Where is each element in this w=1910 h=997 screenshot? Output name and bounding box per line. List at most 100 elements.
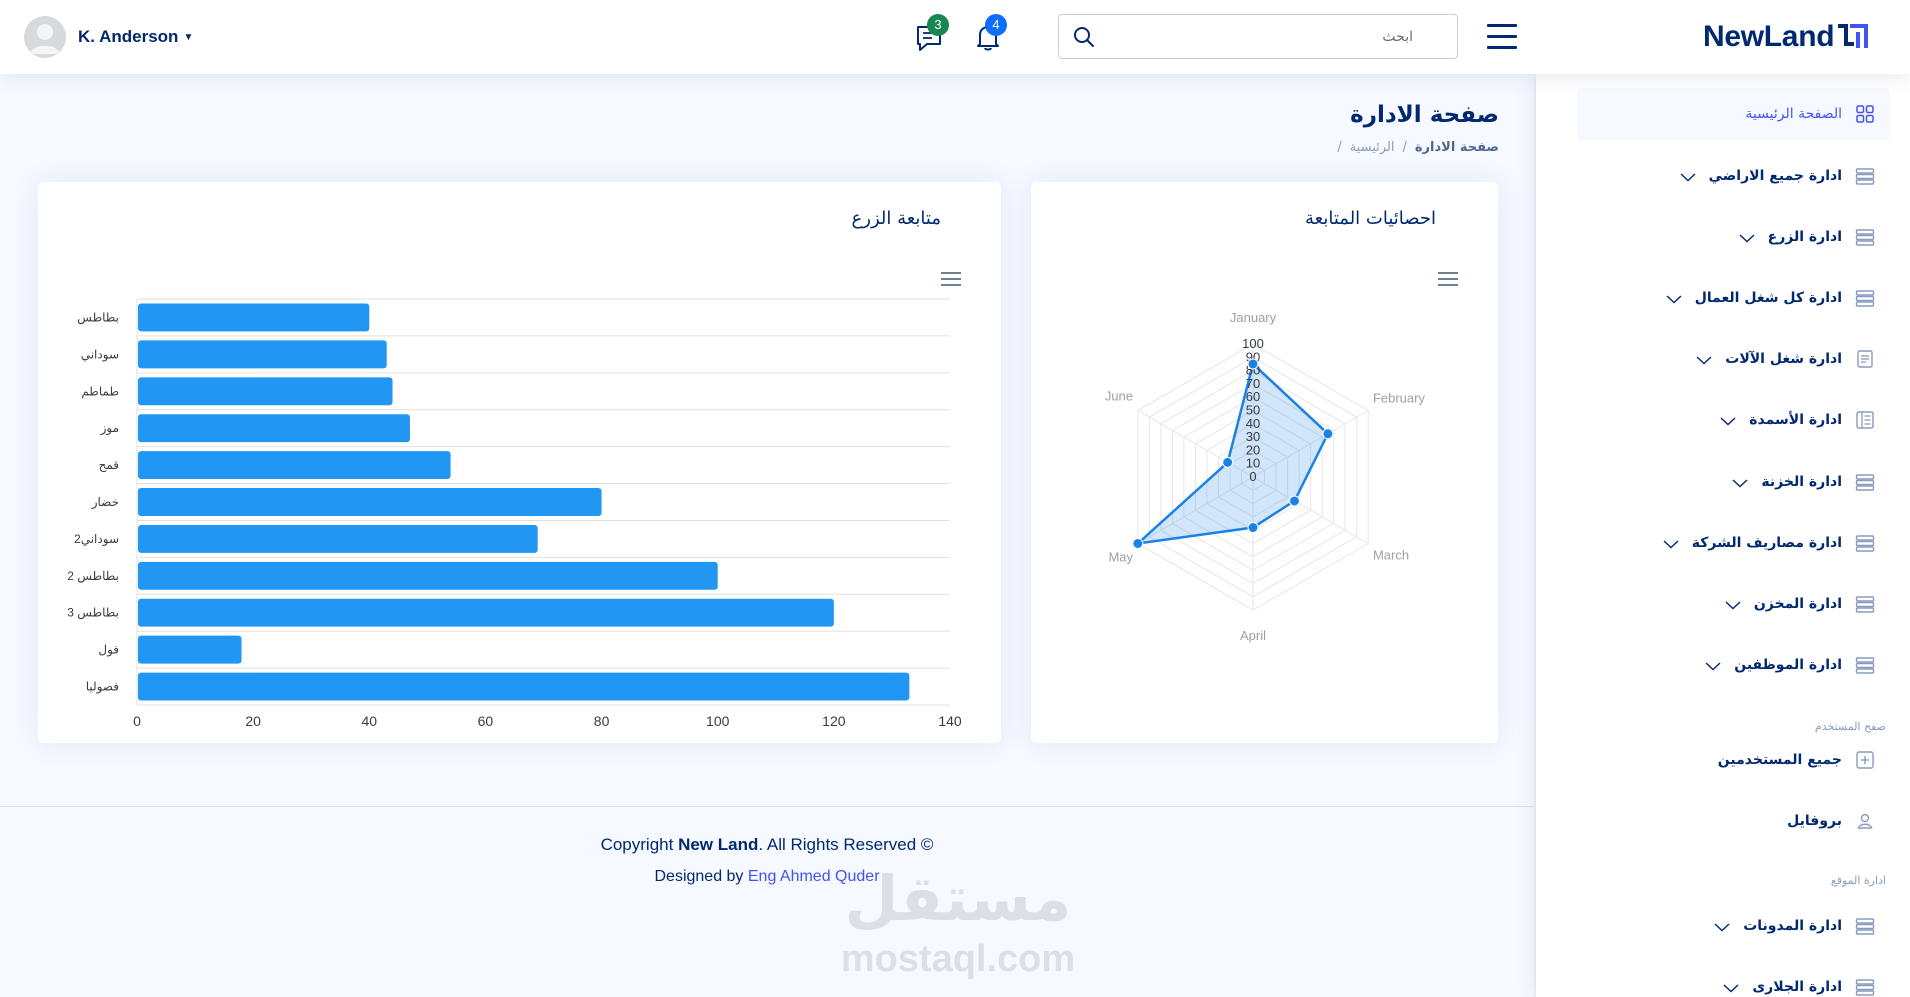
bar[interactable] (138, 451, 451, 480)
radar-category-label: June (1105, 389, 1133, 404)
breadcrumb: صفحة الادارة / الرئيسية / (1337, 140, 1499, 155)
radar-tick-label: 30 (1246, 429, 1260, 444)
x-tick-label: 80 (594, 713, 610, 729)
breadcrumb-separator: / (1402, 140, 1407, 155)
radar-tick-label: 20 (1246, 442, 1260, 457)
user-menu[interactable]: K. Anderson ▼ (24, 16, 193, 58)
sidebar-item[interactable]: ادارة الموظفين (1577, 639, 1890, 691)
copyright-text: Copyright New Land. All Rights Reserved … (0, 835, 1534, 855)
sidebar-heading: ادارة الموقع (1830, 874, 1886, 887)
bar[interactable] (138, 561, 718, 590)
search-icon[interactable] (1073, 26, 1095, 48)
card-title: احصائيات المتابعة (1305, 208, 1436, 229)
sidebar-item[interactable]: ادارة كل شغل العمال (1577, 272, 1890, 324)
messages-button[interactable]: 3 (913, 14, 949, 54)
bar[interactable] (138, 377, 393, 406)
designer-link[interactable]: Eng Ahmed Quder (747, 868, 880, 885)
chevron-down-icon[interactable] (1731, 476, 1749, 488)
sidebar-item[interactable]: ادارة الجلارى (1577, 961, 1890, 997)
search-input[interactable] (1109, 17, 1449, 56)
bar[interactable] (138, 672, 910, 701)
x-tick-label: 120 (822, 713, 846, 729)
hamburger-line (1487, 46, 1517, 49)
chart-menu-icon[interactable] (1438, 272, 1458, 286)
chevron-down-icon[interactable] (1738, 231, 1756, 243)
sidebar-item[interactable]: ادارة جميع الاراضي (1577, 150, 1890, 202)
logo[interactable]: NewLand (1703, 16, 1869, 58)
radar-point[interactable] (1132, 538, 1144, 549)
menu-line (1438, 284, 1458, 286)
radar-point[interactable] (1288, 495, 1300, 507)
sidebar-item-label: ادارة الموظفين (1734, 657, 1842, 673)
sidebar-item[interactable]: بروفايل (1577, 795, 1890, 847)
sidebar-item[interactable]: ادارة الخزنة (1577, 456, 1890, 508)
copyright-prefix: Copyright (600, 835, 679, 854)
menu-line (941, 278, 961, 280)
radar-point[interactable] (1322, 428, 1334, 440)
radar-category-label: April (1240, 628, 1266, 643)
bar[interactable] (138, 598, 834, 627)
sidebar-item-label: ادارة الأسمدة (1749, 412, 1842, 428)
caret-down-icon[interactable]: ▼ (183, 31, 194, 43)
breadcrumb-current: صفحة الادارة (1414, 140, 1499, 155)
radar-point[interactable] (1247, 358, 1259, 370)
radar-spoke (1137, 410, 1254, 478)
logo-text: NewLand (1703, 20, 1835, 53)
copyright-brand: New Land (678, 835, 759, 854)
radar-tick-label: 70 (1246, 376, 1260, 391)
sidebar-item[interactable]: ادارة شغل الآلات (1577, 333, 1890, 385)
radar-category-label: March (1373, 548, 1409, 563)
layout-text-icon (1854, 409, 1876, 431)
sidebar-item[interactable]: ادارة المخزن (1577, 578, 1890, 630)
radar-point[interactable] (1222, 456, 1234, 468)
sidebar-item-label: ادارة الزرع (1767, 229, 1842, 245)
chevron-down-icon[interactable] (1695, 353, 1713, 365)
chart-menu-icon[interactable] (941, 272, 961, 286)
notifications-button[interactable]: 4 (971, 14, 1007, 54)
sidebar-item[interactable]: ادارة مصاريف الشركة (1577, 517, 1890, 569)
menu-line (941, 272, 961, 274)
bar[interactable] (138, 340, 387, 369)
chevron-down-icon[interactable] (1662, 537, 1680, 549)
category-label: سوداني (81, 347, 119, 362)
person-icon (1854, 810, 1876, 832)
chevron-down-icon[interactable] (1679, 170, 1697, 182)
sidebar: الصفحة الرئيسية ادارة جميع الاراضي ادارة ا… (1536, 74, 1910, 997)
menu-line (1438, 272, 1458, 274)
menu-icon (1854, 654, 1876, 676)
radar-tick-label: 50 (1246, 403, 1260, 418)
sidebar-item-label: ادارة الخزنة (1761, 474, 1842, 490)
chevron-down-icon[interactable] (1704, 659, 1722, 671)
breadcrumb-home-link[interactable]: الرئيسية (1349, 140, 1395, 155)
radar-tick-label: 40 (1246, 416, 1260, 431)
radar-spoke (1137, 476, 1254, 544)
radar-category-label: May (1108, 550, 1133, 565)
sidebar-item-label: ادارة المدونات (1743, 918, 1842, 934)
sidebar-item-label: ادارة المخزن (1753, 596, 1842, 612)
bar[interactable] (138, 303, 370, 332)
sidebar-item-label: ادارة كل شغل العمال (1694, 290, 1842, 306)
sidebar-item[interactable]: ادارة المدونات (1577, 900, 1890, 952)
sidebar-item[interactable]: ادارة الزرع (1577, 211, 1890, 263)
sidebar-item[interactable]: الصفحة الرئيسية (1577, 88, 1890, 140)
chevron-down-icon[interactable] (1722, 981, 1740, 993)
x-tick-label: 60 (478, 713, 494, 729)
chevron-down-icon[interactable] (1724, 598, 1742, 610)
chevron-down-icon[interactable] (1719, 414, 1737, 426)
toggle-sidebar-button[interactable] (1487, 24, 1517, 50)
chevron-down-icon[interactable] (1665, 292, 1683, 304)
category-label: فول (98, 643, 119, 658)
chevron-down-icon[interactable] (1713, 920, 1731, 932)
user-name[interactable]: K. Anderson (78, 27, 179, 46)
category-label: قمح (99, 458, 119, 472)
radar-point[interactable] (1247, 522, 1259, 534)
x-tick-label: 20 (245, 713, 261, 729)
sidebar-item[interactable]: ادارة الأسمدة (1577, 394, 1890, 446)
avatar[interactable] (24, 16, 66, 58)
bar[interactable] (138, 524, 538, 553)
bar[interactable] (138, 488, 602, 516)
sidebar-item[interactable]: جميع المستخدمين (1577, 734, 1890, 786)
radar-chart: 0102030405060708090100JanuaryFebruaryMar… (1105, 310, 1426, 643)
bar[interactable] (138, 414, 410, 443)
bar[interactable] (138, 635, 242, 664)
